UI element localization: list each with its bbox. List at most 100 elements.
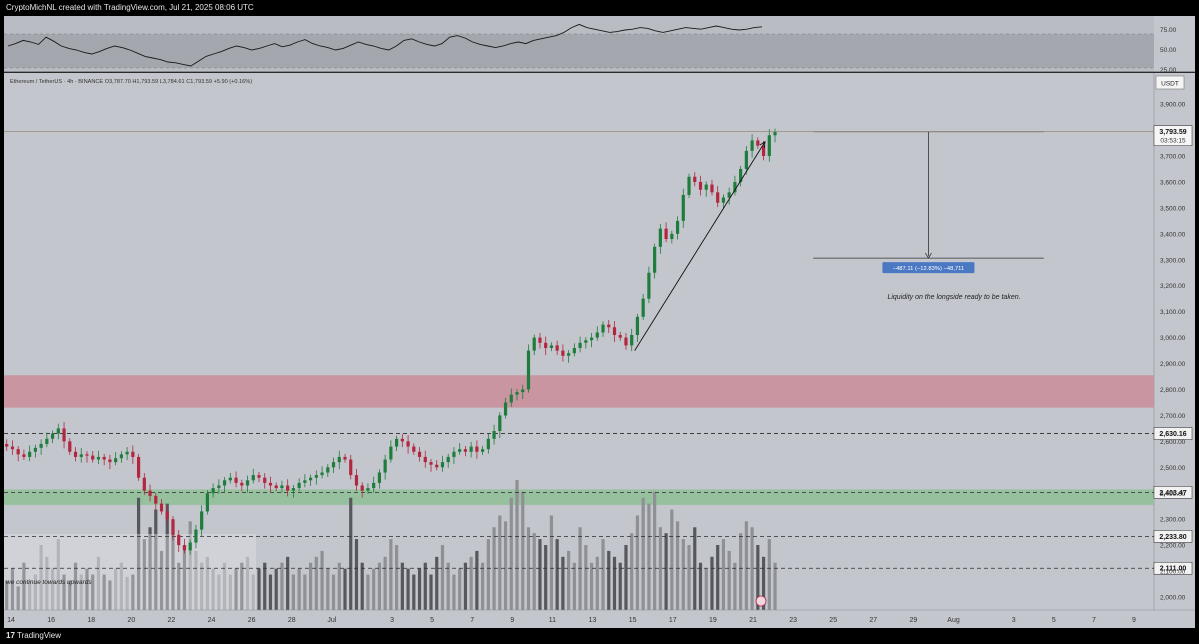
volume-bar [5, 580, 9, 610]
candle-body [635, 316, 640, 336]
candle-body [429, 462, 433, 465]
volume-bar [653, 491, 657, 610]
time-tick-label: 5 [430, 617, 434, 624]
liquidity-note: Liquidity on the longside ready to be ta… [887, 294, 1020, 301]
volume-bar [767, 539, 771, 610]
volume-bar [291, 574, 295, 610]
volume-bar [159, 550, 164, 610]
volume-bar [423, 562, 427, 610]
chart-area[interactable]: 75.00 50.00 25.00 2,630.16 2,403.47 2,233.80… [4, 16, 1195, 628]
candle-body [469, 446, 473, 452]
time-tick-label: 21 [749, 617, 757, 624]
volume-bar [647, 503, 651, 610]
volume-bar [664, 533, 668, 610]
volume-bar [228, 574, 232, 610]
volume-bar [761, 556, 766, 610]
candle-body [73, 451, 78, 457]
volume-bar [750, 527, 754, 610]
rsi-tick-label: 50.00 [1160, 47, 1177, 54]
chart-svg[interactable]: 75.00 50.00 25.00 2,630.16 2,403.47 2,233.80… [4, 16, 1195, 628]
price-tick-label: 2,800.00 [1160, 387, 1186, 394]
volume-bar [429, 574, 433, 610]
level-price-label: 2,630.16 [1159, 431, 1186, 438]
price-pane-bg [4, 73, 1154, 610]
candle-body [704, 184, 708, 190]
volume-bar [463, 562, 468, 610]
volume-bar [268, 574, 273, 610]
candle-body [601, 324, 605, 333]
volume-bar [526, 527, 531, 610]
candle-body [33, 447, 37, 452]
volume-bar [194, 550, 198, 610]
candle-body [389, 446, 393, 460]
volume-bar [211, 568, 215, 610]
candle-body [372, 482, 376, 489]
candle-body [326, 467, 330, 473]
candle-body [360, 485, 364, 491]
volume-bar [687, 545, 691, 610]
price-tick-label: 3,500.00 [1160, 205, 1186, 212]
candle-body [630, 335, 634, 346]
time-tick-label: 5 [1052, 617, 1056, 624]
level-price-badge [1153, 530, 1193, 543]
volume-bar [595, 556, 599, 610]
volume-bar [635, 515, 640, 610]
time-tick-label: 11 [549, 617, 556, 624]
price-tick-label: 3,600.00 [1160, 179, 1186, 186]
rsi-line [7, 23, 763, 67]
volume-bar [68, 580, 72, 610]
volume-bar [45, 556, 49, 610]
currency-badge[interactable] [1155, 75, 1185, 90]
volume-bar [28, 580, 32, 610]
candle-body [383, 459, 387, 473]
time-tick-label: 26 [248, 617, 256, 624]
indicator-marker-icon[interactable] [755, 595, 767, 607]
volume-bar [458, 568, 462, 610]
candle-body [406, 441, 410, 447]
volume-bar [716, 545, 720, 610]
last-price-badge [1153, 125, 1193, 146]
time-tick-label: 17 [669, 617, 677, 624]
candle-body [521, 389, 525, 393]
volume-bar [85, 568, 89, 610]
volume-bar [154, 509, 158, 610]
candle-body [503, 402, 508, 416]
candle-body [343, 456, 347, 460]
volume-bar [641, 497, 645, 610]
volume-bar [366, 574, 370, 610]
volume-bar [515, 480, 519, 610]
candle-body [572, 347, 576, 354]
volume-bar [142, 539, 146, 610]
volume-bar [498, 515, 502, 610]
volume-bar [612, 556, 617, 610]
volume-bar [331, 574, 336, 610]
volume-bar [222, 562, 227, 610]
volume-bar [177, 562, 181, 610]
candle-body [349, 459, 353, 476]
volume-bar [446, 562, 450, 610]
watermark-text: we continue towards upwards [6, 579, 92, 586]
volume-bar [475, 550, 479, 610]
volume-bar [79, 574, 83, 610]
volume-bar [251, 574, 255, 610]
price-tick-label: 2,100.00 [1160, 569, 1186, 576]
candle-body [108, 459, 112, 463]
time-tick-label: 7 [1092, 617, 1096, 624]
last-price-label: 3,793.59 [1159, 129, 1186, 136]
volume-bar [188, 521, 192, 610]
time-tick-label: 27 [869, 617, 877, 624]
volume-bar [630, 533, 634, 610]
volume-bar [360, 562, 364, 610]
candle-body [475, 446, 479, 452]
candle-body [257, 475, 261, 478]
time-tick-label: 13 [589, 617, 597, 624]
candle-body [240, 482, 244, 486]
time-tick-label: 29 [910, 617, 918, 624]
candle-body [211, 488, 215, 494]
rsi-tick-label: 25.00 [1160, 67, 1177, 74]
top-bar: CryptoMichNL created with TradingView.co… [0, 0, 1199, 16]
price-tick-label: 3,300.00 [1160, 257, 1186, 264]
candle-body [280, 485, 284, 489]
candle-body [653, 246, 657, 273]
